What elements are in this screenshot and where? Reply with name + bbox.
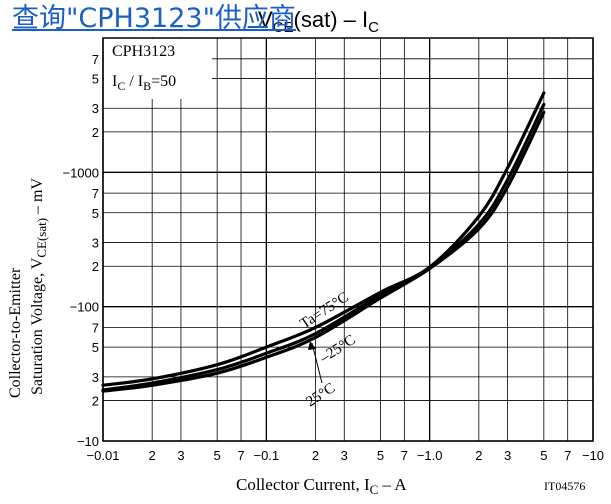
y-tick-label: 5 xyxy=(92,206,99,221)
condition-label: IC / IB=50 xyxy=(112,73,176,93)
x-axis-label: Collector Current, IC – A xyxy=(236,475,407,497)
series-line-0 xyxy=(101,102,546,392)
x-tick-label: 7 xyxy=(237,448,244,463)
y-axis-label-line1: Collector-to-Emitter xyxy=(7,267,24,398)
chart-title: VCE(sat) – IC xyxy=(258,7,379,36)
x-tick-label: 5 xyxy=(377,448,384,463)
x-tick-label: 7 xyxy=(564,448,571,463)
y-tick-label: 2 xyxy=(92,259,99,274)
footer-code: IT04576 xyxy=(544,479,585,493)
x-tick-label: 3 xyxy=(341,448,348,463)
y-tick-label: 3 xyxy=(92,370,99,385)
x-tick-label: −10 xyxy=(582,448,604,463)
series-layer xyxy=(101,91,546,393)
y-tick-label: 3 xyxy=(92,236,99,251)
x-tick-label: −1.0 xyxy=(417,448,443,463)
tick-layer: −0.01 2 3 5 7 −0.1 2 3 5 7 −1.0 2 3 5 7 −10 −10 2 3 5 7 −100 2… xyxy=(62,52,604,463)
x-tick-label: 5 xyxy=(540,448,547,463)
y-tick-label: 3 xyxy=(92,101,99,116)
annotation-pointer xyxy=(311,342,323,384)
y-tick-label: 2 xyxy=(92,125,99,140)
series-line-1 xyxy=(101,91,546,387)
x-tick-label: 5 xyxy=(214,448,221,463)
y-tick-label: 7 xyxy=(92,320,99,335)
supplier-query-link[interactable]: 查询"CPH3123"供应商 xyxy=(12,3,296,34)
y-tick-label: −100 xyxy=(70,300,99,315)
annotation-arrowhead xyxy=(308,341,316,350)
y-axis-label-line2: Saturation Voltage, VCE(sat) – mV xyxy=(29,178,49,395)
y-tick-label: 5 xyxy=(92,340,99,355)
x-tick-label: 2 xyxy=(149,448,156,463)
x-tick-label: −0.1 xyxy=(253,448,279,463)
y-tick-label: 5 xyxy=(92,71,99,86)
y-tick-label: 7 xyxy=(92,186,99,201)
part-label: CPH3123 xyxy=(112,43,175,60)
x-tick-label: 7 xyxy=(401,448,408,463)
y-tick-label: −10 xyxy=(77,434,99,449)
series-line-2 xyxy=(101,110,546,393)
condition-box-bg xyxy=(104,39,212,99)
y-tick-label: 7 xyxy=(92,52,99,67)
plot-frame xyxy=(102,37,594,442)
y-tick-label: 2 xyxy=(92,394,99,409)
x-tick-label: −0.01 xyxy=(87,448,120,463)
x-tick-label: 2 xyxy=(312,448,319,463)
y-tick-label: −1000 xyxy=(62,165,99,180)
x-tick-label: 2 xyxy=(475,448,482,463)
x-tick-label: 3 xyxy=(504,448,511,463)
x-tick-label: 3 xyxy=(177,448,184,463)
